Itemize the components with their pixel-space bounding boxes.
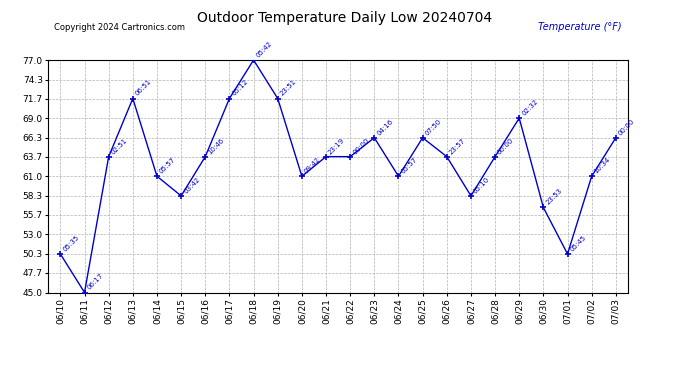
Text: 05:10: 05:10	[473, 176, 491, 195]
Text: 23:53: 23:53	[545, 188, 563, 206]
Text: 00:00: 00:00	[618, 118, 636, 136]
Text: 10:46: 10:46	[207, 136, 225, 155]
Text: 00:00: 00:00	[352, 136, 371, 155]
Text: 09:42: 09:42	[304, 156, 322, 175]
Text: 23:57: 23:57	[448, 137, 466, 155]
Text: 07:50: 07:50	[424, 118, 442, 136]
Text: 05:35: 05:35	[62, 234, 80, 253]
Text: 05:12: 05:12	[231, 79, 249, 97]
Text: Outdoor Temperature Daily Low 20240704: Outdoor Temperature Daily Low 20240704	[197, 11, 493, 25]
Text: 02:51: 02:51	[110, 137, 128, 155]
Text: 23:19: 23:19	[328, 136, 346, 155]
Text: 05:57: 05:57	[400, 156, 418, 175]
Text: 06:51: 06:51	[135, 78, 152, 97]
Text: 04:16: 04:16	[376, 118, 394, 136]
Text: 00:00: 00:00	[497, 136, 515, 155]
Text: 05:45: 05:45	[569, 234, 587, 253]
Text: 05:42: 05:42	[255, 40, 273, 58]
Text: 02:32: 02:32	[521, 98, 539, 117]
Text: 06:17: 06:17	[86, 273, 105, 291]
Text: Copyright 2024 Cartronics.com: Copyright 2024 Cartronics.com	[54, 23, 185, 32]
Text: 05:57: 05:57	[159, 156, 177, 175]
Text: Temperature (°F): Temperature (°F)	[538, 22, 622, 32]
Text: 03:42: 03:42	[183, 176, 201, 195]
Text: 10:34: 10:34	[593, 156, 611, 175]
Text: 23:51: 23:51	[279, 79, 297, 97]
